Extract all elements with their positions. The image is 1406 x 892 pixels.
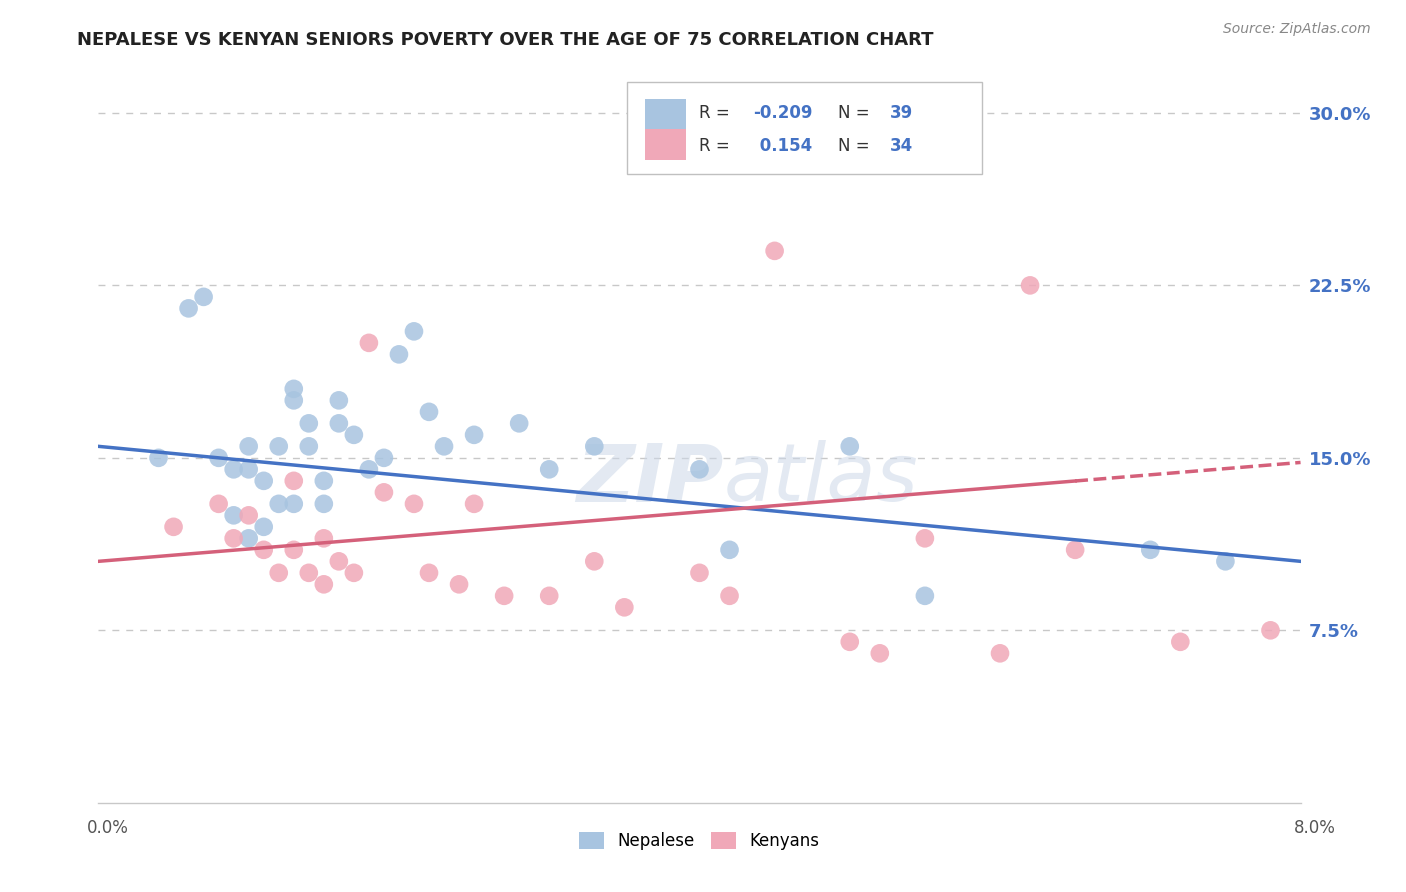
Point — [538, 589, 561, 603]
Point — [763, 244, 786, 258]
Text: ZIP: ZIP — [576, 440, 724, 518]
Point — [1019, 278, 1042, 293]
Point — [402, 497, 425, 511]
Point — [688, 462, 710, 476]
FancyBboxPatch shape — [645, 98, 686, 129]
Point — [238, 462, 260, 476]
Point — [328, 417, 350, 431]
Point — [718, 542, 741, 557]
Point — [283, 474, 305, 488]
Point — [298, 417, 321, 431]
Point — [253, 474, 276, 488]
Point — [718, 589, 741, 603]
Point — [222, 508, 245, 523]
Point — [267, 439, 290, 453]
Point — [613, 600, 636, 615]
Point — [312, 474, 335, 488]
Point — [267, 497, 290, 511]
Point — [838, 439, 860, 453]
Point — [1260, 624, 1282, 638]
Text: 39: 39 — [890, 104, 912, 122]
Point — [388, 347, 411, 361]
Point — [343, 427, 366, 442]
Point — [222, 532, 245, 546]
Point — [1168, 635, 1191, 649]
Text: NEPALESE VS KENYAN SENIORS POVERTY OVER THE AGE OF 75 CORRELATION CHART: NEPALESE VS KENYAN SENIORS POVERTY OVER … — [77, 31, 934, 49]
Point — [494, 589, 516, 603]
Point — [238, 439, 260, 453]
Text: N =: N = — [838, 104, 875, 122]
Point — [193, 290, 215, 304]
Point — [1139, 542, 1161, 557]
Text: 8.0%: 8.0% — [1294, 819, 1336, 837]
Point — [357, 462, 380, 476]
Point — [538, 462, 561, 476]
Point — [312, 577, 335, 591]
Point — [373, 485, 395, 500]
Point — [253, 520, 276, 534]
Point — [343, 566, 366, 580]
Point — [914, 589, 936, 603]
Point — [312, 497, 335, 511]
Text: 0.154: 0.154 — [754, 136, 811, 154]
Text: R =: R = — [699, 104, 735, 122]
Point — [688, 566, 710, 580]
Point — [328, 393, 350, 408]
Point — [328, 554, 350, 568]
Point — [238, 532, 260, 546]
Point — [433, 439, 456, 453]
Point — [298, 439, 321, 453]
Point — [402, 324, 425, 338]
Text: R =: R = — [699, 136, 735, 154]
Point — [267, 566, 290, 580]
Point — [357, 335, 380, 350]
Point — [283, 542, 305, 557]
Point — [373, 450, 395, 465]
Point — [988, 646, 1011, 660]
FancyBboxPatch shape — [645, 129, 686, 161]
Point — [283, 393, 305, 408]
Point — [162, 520, 184, 534]
Point — [253, 542, 276, 557]
Legend: Nepalese, Kenyans: Nepalese, Kenyans — [572, 825, 827, 857]
Point — [914, 532, 936, 546]
Point — [208, 450, 231, 465]
Point — [583, 554, 606, 568]
Point — [418, 566, 440, 580]
Point — [838, 635, 860, 649]
Point — [177, 301, 200, 316]
Point — [283, 382, 305, 396]
Point — [583, 439, 606, 453]
Point — [148, 450, 170, 465]
Point — [447, 577, 470, 591]
Point — [418, 405, 440, 419]
Text: atlas: atlas — [724, 440, 918, 518]
Point — [869, 646, 891, 660]
Text: Source: ZipAtlas.com: Source: ZipAtlas.com — [1223, 22, 1371, 37]
Point — [463, 497, 485, 511]
Text: 0.0%: 0.0% — [87, 819, 129, 837]
Point — [463, 427, 485, 442]
Point — [1215, 554, 1237, 568]
Point — [298, 566, 321, 580]
Text: -0.209: -0.209 — [754, 104, 813, 122]
Point — [508, 417, 530, 431]
Point — [1064, 542, 1087, 557]
FancyBboxPatch shape — [627, 81, 981, 174]
Point — [238, 508, 260, 523]
Text: 34: 34 — [890, 136, 912, 154]
Point — [208, 497, 231, 511]
Text: N =: N = — [838, 136, 875, 154]
Point — [283, 497, 305, 511]
Point — [222, 462, 245, 476]
Point — [312, 532, 335, 546]
